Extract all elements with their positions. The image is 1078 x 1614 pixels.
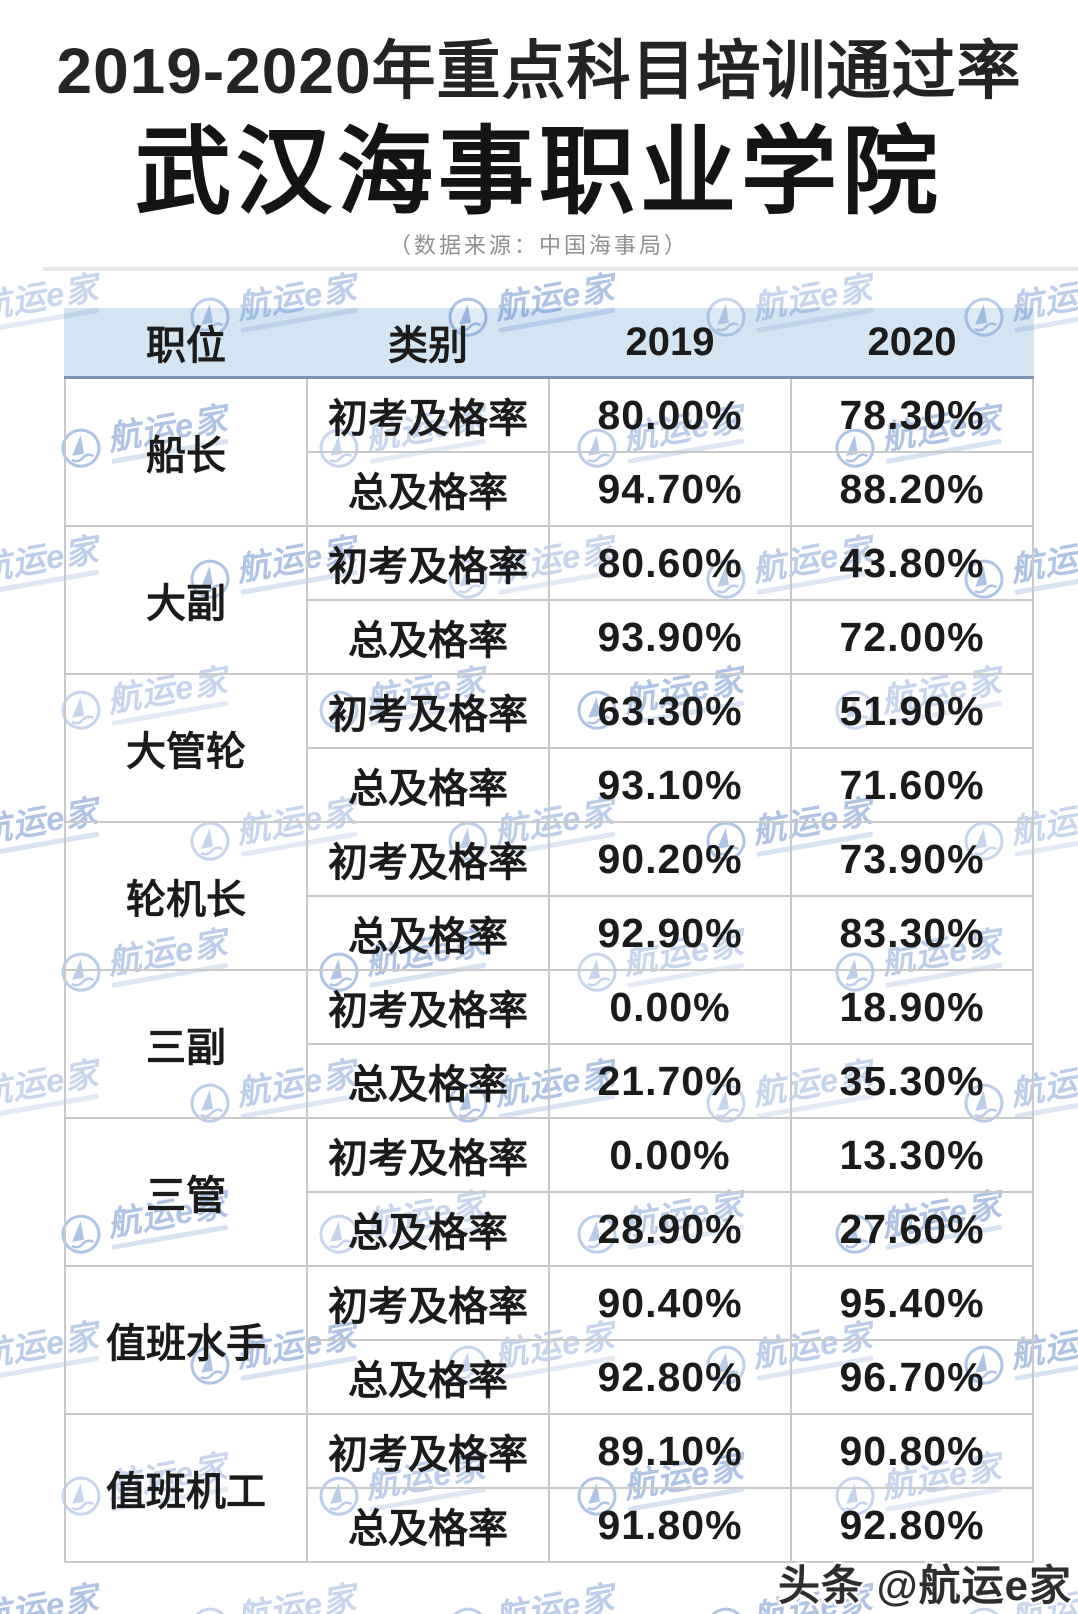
value-cell: 71.60% xyxy=(790,747,1034,823)
value-cell: 13.30% xyxy=(790,1117,1034,1193)
value-cell: 63.30% xyxy=(548,673,792,749)
position-cell: 值班机工 xyxy=(64,1413,308,1563)
value-cell: 80.60% xyxy=(548,525,792,601)
table-row: 轮机长 初考及格率 90.20% 73.90% xyxy=(64,821,1034,971)
position-cell: 值班水手 xyxy=(64,1265,308,1415)
brand-watermark-body: 航运e家 xyxy=(233,1578,361,1614)
position-cell: 三副 xyxy=(64,969,308,1119)
brand-watermark: 航运e家 xyxy=(0,1578,103,1614)
category-cell: 初考及格率 xyxy=(306,1413,550,1489)
table-row: 值班水手 初考及格率 90.40% 95.40% xyxy=(64,1265,1034,1415)
brand-watermark-label: 航运e家 xyxy=(491,1578,618,1614)
value-cell: 72.00% xyxy=(790,599,1034,675)
table-row: 总及格率 21.70% 35.30% xyxy=(65,1043,1034,1119)
toutiao-watermark: 头条 @航运e家 xyxy=(778,1562,1072,1609)
position-cell: 船长 xyxy=(64,376,308,527)
value-cell: 21.70% xyxy=(548,1043,792,1119)
table-row: 船长 初考及格率 80.00% 78.30% xyxy=(64,376,1034,527)
category-cell: 初考及格率 xyxy=(306,1265,550,1341)
category-cell: 总及格率 xyxy=(306,1043,550,1119)
value-cell: 90.40% xyxy=(548,1265,792,1341)
value-cell: 95.40% xyxy=(790,1265,1034,1341)
table-row: 总及格率 92.80% 96.70% xyxy=(65,1339,1034,1415)
value-cell: 91.80% xyxy=(548,1487,792,1563)
table-row: 总及格率 92.90% 83.30% xyxy=(65,895,1034,971)
position-cell: 大副 xyxy=(64,525,308,675)
category-cell: 初考及格率 xyxy=(306,376,550,453)
category-cell: 总及格率 xyxy=(306,1339,550,1415)
brand-watermark: 航运e家 xyxy=(186,1578,361,1614)
page-title: 2019-2020年重点科目培训通过率 xyxy=(56,35,1022,107)
value-cell: 28.90% xyxy=(548,1191,792,1267)
table-row: 总及格率 93.10% 71.60% xyxy=(65,747,1034,823)
data-source-note: （数据来源：中国海事局） xyxy=(388,233,689,258)
table-row: 值班机工 初考及格率 89.10% 90.80% xyxy=(64,1413,1034,1563)
value-cell: 88.20% xyxy=(790,451,1034,527)
value-cell: 35.30% xyxy=(790,1043,1034,1119)
sailboat-icon xyxy=(706,1607,746,1614)
divider-line xyxy=(43,267,1078,271)
column-header-category: 类别 xyxy=(307,308,549,379)
brand-watermark-label: 航运e家 xyxy=(0,1578,102,1614)
brand-watermark: 航运e家 xyxy=(444,1578,619,1614)
brand-watermark-body: 航运e家 xyxy=(491,1578,619,1614)
category-cell: 总及格率 xyxy=(306,747,550,823)
category-cell: 初考及格率 xyxy=(306,525,550,601)
pass-rate-table: 职位 类别 2019 2020 船长 初考及格率 80.00% 78.30% 总及格率 94.7… xyxy=(64,308,1034,1563)
value-cell: 90.20% xyxy=(548,821,792,897)
column-header-y2020: 2020 xyxy=(791,308,1033,379)
value-cell: 92.80% xyxy=(548,1339,792,1415)
value-cell: 96.70% xyxy=(790,1339,1034,1415)
value-cell: 27.60% xyxy=(790,1191,1034,1267)
position-cell: 三管 xyxy=(64,1117,308,1267)
category-cell: 总及格率 xyxy=(306,599,550,675)
value-cell: 93.90% xyxy=(548,599,792,675)
column-header-y2019: 2019 xyxy=(549,308,791,379)
table-row: 总及格率 94.70% 88.20% xyxy=(65,451,1034,527)
position-cell: 轮机长 xyxy=(64,821,308,971)
brand-watermark-body: 航运e家 xyxy=(0,1578,103,1614)
value-cell: 18.90% xyxy=(790,969,1034,1045)
category-cell: 初考及格率 xyxy=(306,1117,550,1193)
table-row: 总及格率 28.90% 27.60% xyxy=(65,1191,1034,1267)
value-cell: 78.30% xyxy=(790,376,1034,453)
category-cell: 总及格率 xyxy=(306,1487,550,1563)
value-cell: 89.10% xyxy=(548,1413,792,1489)
category-cell: 总及格率 xyxy=(306,451,550,527)
category-cell: 总及格率 xyxy=(306,1191,550,1267)
value-cell: 0.00% xyxy=(548,969,792,1045)
value-cell: 51.90% xyxy=(790,673,1034,749)
value-cell: 94.70% xyxy=(548,451,792,527)
sailboat-icon xyxy=(448,1607,488,1614)
position-cell: 大管轮 xyxy=(64,673,308,823)
value-cell: 43.80% xyxy=(790,525,1034,601)
value-cell: 92.80% xyxy=(790,1487,1034,1563)
table-row: 大管轮 初考及格率 63.30% 51.90% xyxy=(64,673,1034,823)
table-row: 总及格率 93.90% 72.00% xyxy=(65,599,1034,675)
category-cell: 初考及格率 xyxy=(306,969,550,1045)
value-cell: 92.90% xyxy=(548,895,792,971)
column-header-position: 职位 xyxy=(65,308,307,379)
value-cell: 93.10% xyxy=(548,747,792,823)
category-cell: 总及格率 xyxy=(306,895,550,971)
value-cell: 80.00% xyxy=(548,376,792,453)
brand-watermark-label: 航运e家 xyxy=(233,1578,360,1614)
value-cell: 90.80% xyxy=(790,1413,1034,1489)
table-row: 三副 初考及格率 0.00% 18.90% xyxy=(64,969,1034,1119)
table-row: 总及格率 91.80% 92.80% xyxy=(65,1487,1034,1563)
value-cell: 0.00% xyxy=(548,1117,792,1193)
value-cell: 83.30% xyxy=(790,895,1034,971)
category-cell: 初考及格率 xyxy=(306,821,550,897)
table-row: 三管 初考及格率 0.00% 13.30% xyxy=(64,1117,1034,1267)
value-cell: 73.90% xyxy=(790,821,1034,897)
sailboat-icon xyxy=(190,1607,230,1614)
school-name-title: 武汉海事职业学院 xyxy=(135,119,943,226)
category-cell: 初考及格率 xyxy=(306,673,550,749)
table-row: 大副 初考及格率 80.60% 43.80% xyxy=(64,525,1034,675)
table-header-row: 职位 类别 2019 2020 xyxy=(65,308,1033,379)
